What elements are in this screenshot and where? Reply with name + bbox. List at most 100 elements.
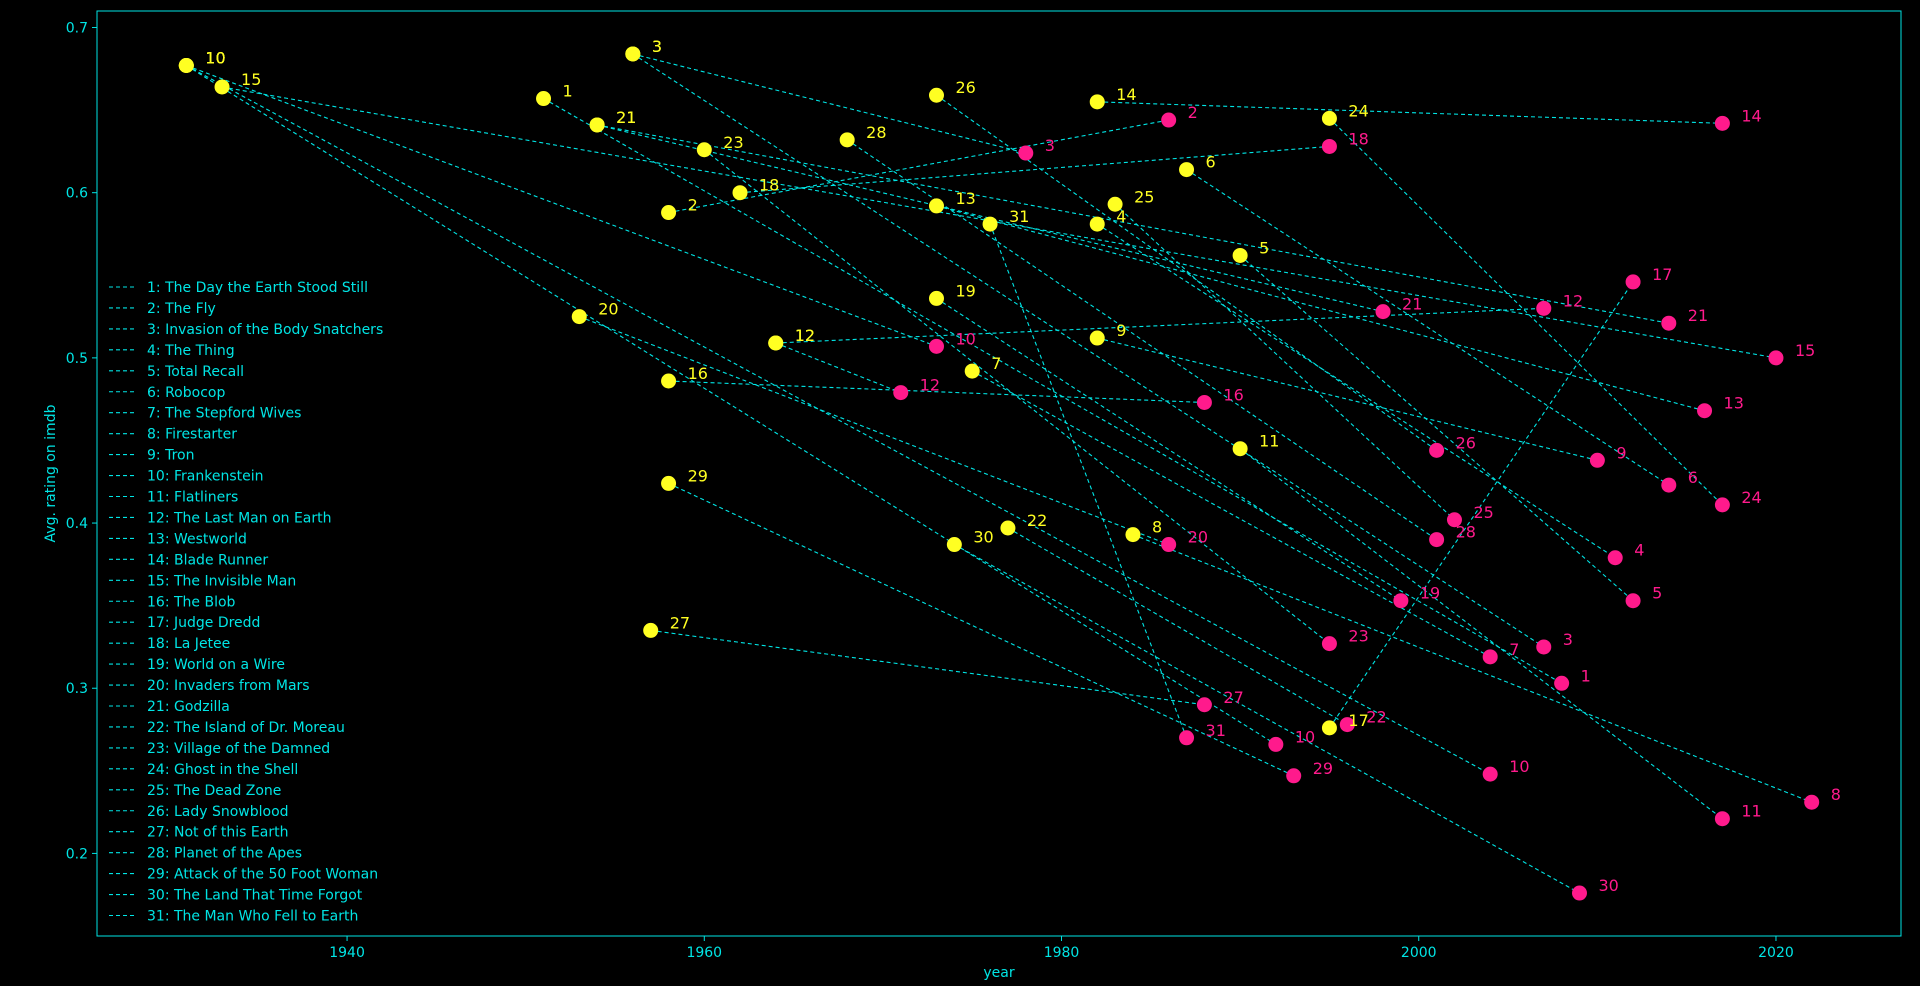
legend-entry: 30: The Land That Time Forgot <box>147 888 363 904</box>
remake-point <box>1196 697 1212 713</box>
connector-line <box>936 94 1437 451</box>
original-point <box>732 185 748 201</box>
remake-point <box>1268 736 1284 752</box>
legend-entry: 2: The Fly <box>147 301 216 317</box>
legend-entry: 27: Not of this Earth <box>147 825 288 841</box>
original-point-label: 3 <box>652 37 662 56</box>
remake-point <box>1607 550 1623 566</box>
original-point-label: 12 <box>795 326 815 345</box>
connector-line <box>186 64 937 347</box>
connector-line <box>1132 534 1812 803</box>
remake-point-label: 2 <box>1188 103 1198 122</box>
original-point-label: 18 <box>759 176 779 195</box>
connector-line <box>1114 203 1455 521</box>
remake-point <box>1625 274 1641 290</box>
y-tick-label: 0.2 <box>66 846 88 862</box>
original-point-label: 7 <box>991 354 1001 373</box>
remake-point-label: 25 <box>1473 503 1493 522</box>
remake-point-label: 26 <box>1456 433 1476 452</box>
original-point <box>536 91 552 107</box>
remake-point-label: 20 <box>1188 528 1208 547</box>
remake-point-label: 5 <box>1652 584 1662 603</box>
remake-point <box>893 385 909 401</box>
original-point <box>928 87 944 103</box>
remake-point-label: 29 <box>1313 759 1333 778</box>
connector-line <box>1096 223 1616 559</box>
remake-point <box>1179 730 1195 746</box>
original-point-label: 10 <box>205 49 225 68</box>
connector-line <box>1328 281 1634 729</box>
original-point-label: 20 <box>598 300 618 319</box>
original-point-label: 12 <box>795 326 815 345</box>
remake-point <box>1321 636 1337 652</box>
remake-point-label: 12 <box>920 376 940 395</box>
original-point <box>661 373 677 389</box>
legend-entry: 4: The Thing <box>147 343 235 359</box>
remake-point-label: 19 <box>1420 584 1440 603</box>
remake-point <box>1321 138 1337 154</box>
y-tick-label: 0.4 <box>66 516 88 532</box>
original-point <box>625 46 641 62</box>
connector-line <box>1007 527 1348 726</box>
remake-point-label: 10 <box>955 329 975 348</box>
remake-point <box>1196 394 1212 410</box>
original-point <box>982 216 998 232</box>
original-point-label: 1 <box>563 82 573 101</box>
legend-entry: 5: Total Recall <box>147 364 244 380</box>
remake-point <box>1161 112 1177 128</box>
remake-point <box>1804 794 1820 810</box>
original-point-label: 9 <box>1116 321 1126 340</box>
remake-point-label: 10 <box>1509 757 1529 776</box>
remake-point-label: 15 <box>1795 341 1815 360</box>
original-point-label: 19 <box>955 281 975 300</box>
original-point-label: 23 <box>723 133 743 152</box>
original-point <box>1000 520 1016 536</box>
y-axis: 0.2 0.3 0.4 0.5 0.6 0.7 <box>66 21 97 862</box>
legend-entry: 28: Planet of the Apes <box>147 846 302 862</box>
legend-entry: 17: Judge Dredd <box>147 615 260 631</box>
original-point-label: 31 <box>1009 207 1029 226</box>
remake-point <box>1714 115 1730 131</box>
original-point <box>1125 527 1141 543</box>
remake-point <box>1429 442 1445 458</box>
original-point <box>643 622 659 638</box>
connector-line <box>954 544 1580 894</box>
original-point <box>571 309 587 325</box>
original-point-label: 16 <box>688 364 708 383</box>
remake-point <box>928 338 944 354</box>
remake-point <box>1768 350 1784 366</box>
legend-entry: 1: The Day the Earth Stood Still <box>147 280 368 296</box>
legend-entry: 9: Tron <box>147 448 194 464</box>
remake-point <box>1714 811 1730 827</box>
connector-line <box>186 65 1277 745</box>
connector-line <box>1097 101 1723 124</box>
remake-point <box>1589 452 1605 468</box>
remake-point-label: 4 <box>1634 541 1644 560</box>
x-tick-label: 1980 <box>1044 945 1080 961</box>
original-point-label: 30 <box>973 528 993 547</box>
original-point-label: 24 <box>1348 101 1368 120</box>
x-axis-label: year <box>983 965 1014 981</box>
original-point-label: 14 <box>1116 85 1136 104</box>
original-point <box>1321 720 1337 736</box>
connector-line <box>739 145 1330 194</box>
remake-point-label: 24 <box>1741 488 1761 507</box>
remake-point <box>1536 300 1552 316</box>
remake-point-label: 9 <box>1616 443 1626 462</box>
remake-point-label: 11 <box>1741 802 1761 821</box>
remake-point-label: 17 <box>1652 265 1672 284</box>
original-point <box>1232 247 1248 263</box>
legend-entry: 8: Firestarter <box>147 427 237 443</box>
remake-point <box>1554 675 1570 691</box>
original-point-label: 15 <box>241 70 261 89</box>
y-tick-label: 0.5 <box>66 351 88 367</box>
remake-point <box>1661 315 1677 331</box>
remake-point-label: 21 <box>1402 295 1422 314</box>
legend-entry: 16: The Blob <box>147 594 236 610</box>
remake-point <box>1482 766 1498 782</box>
original-point-label: 5 <box>1259 238 1269 257</box>
connector-line <box>221 86 1777 359</box>
original-point <box>661 475 677 491</box>
